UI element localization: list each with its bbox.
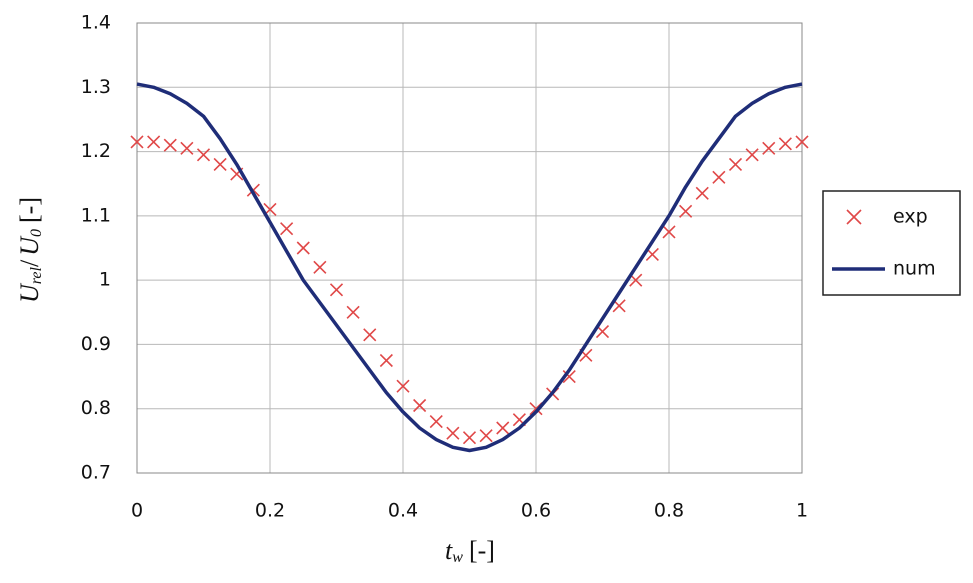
exp-marker [147,135,161,149]
x-title-part: [-] [469,536,495,565]
x-tick-label: 0.6 [521,500,551,522]
exp-marker [196,148,211,162]
y-tick-label: 1.2 [81,140,111,162]
y-tick-label: 1.1 [81,204,111,226]
exp-marker [795,135,809,149]
exp-marker [662,225,676,239]
y-title-part: U [15,235,44,256]
x-tick-label: 0.4 [388,500,418,522]
exp-marker [130,135,144,149]
exp-marker [396,379,410,393]
exp-marker [329,283,344,297]
x-title-part: w [452,549,463,566]
y-tick-label: 0.7 [81,462,111,484]
exp-marker [363,328,377,342]
y-title-part: / [15,259,44,267]
plot-frame [136,22,803,474]
x-tick-label: 1 [796,500,808,522]
exp-marker [429,415,443,429]
exp-marker [462,431,477,445]
exp-marker [778,137,792,151]
exp-marker [479,429,493,443]
exp-marker [446,426,460,440]
exp-marker [313,260,327,274]
x-tick-label: 0 [131,500,143,522]
exp-marker [346,305,360,319]
exp-marker [695,186,709,200]
exp-marker [296,241,310,255]
exp-marker [496,421,510,435]
y-tick-label: 0.9 [81,333,111,355]
legend-label: num [893,258,936,280]
y-axis-title: Urel/U0[-] [15,197,45,303]
legend-marker [846,209,862,225]
exp-marker [762,141,776,155]
legend-box [822,190,961,296]
exp-marker [679,204,693,218]
exp-marker [280,222,294,236]
exp-marker [163,138,177,152]
exp-marker [379,353,393,368]
exp-marker [712,170,726,184]
y-tick-label: 0.8 [81,397,111,419]
exp-marker [728,157,743,171]
exp-marker [745,148,759,162]
y-tick-label: 1 [99,269,111,291]
y-tick-label: 1.3 [81,76,111,98]
y-title-part: [-] [15,197,44,223]
y-title-part: U [15,282,44,303]
y-title-part: rel [28,266,45,284]
exp-marker [413,398,427,413]
x-title-part: t [445,536,453,565]
x-tick-label: 0.8 [654,500,684,522]
exp-marker [213,157,227,171]
x-tick-label: 0.2 [255,500,285,522]
y-tick-label: 1.4 [81,12,111,34]
x-axis-title: tw [-] [445,536,495,566]
y-title-part: 0 [28,229,45,237]
exp-marker [562,370,576,384]
num-line [136,82,803,453]
legend-label: exp [893,206,928,228]
exp-marker [180,141,194,155]
